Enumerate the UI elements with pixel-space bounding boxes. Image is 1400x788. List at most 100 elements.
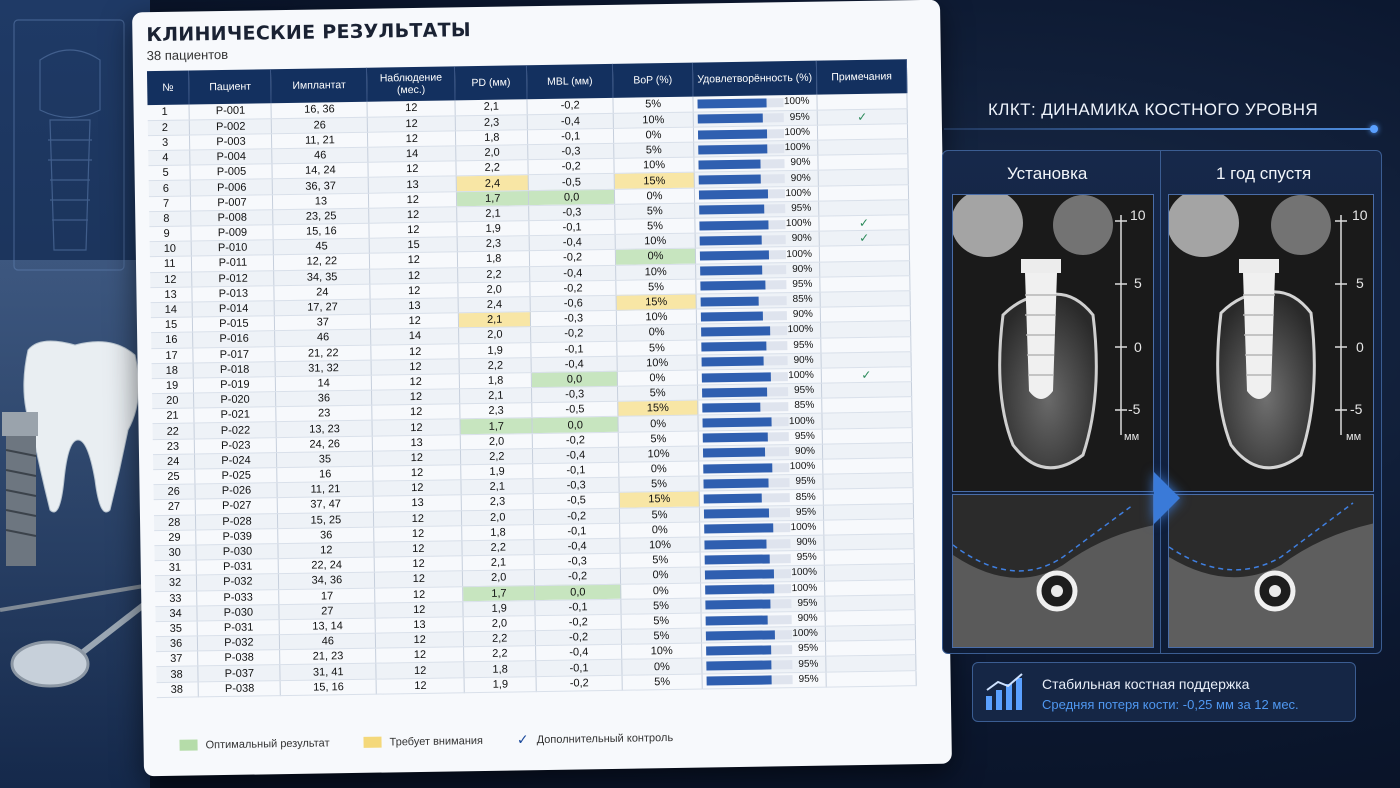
note-cell [820, 351, 912, 368]
note-cell [822, 457, 913, 475]
satisfaction-value: 100% [790, 521, 817, 534]
implant-position: 13, 23 [276, 420, 373, 438]
satisfaction-bar [704, 553, 791, 565]
mbl-value: -0,2 [536, 674, 623, 692]
satisfaction-value: 85% [794, 400, 815, 412]
patient-id: P-022 [194, 422, 277, 439]
satisfaction-bar-fill [704, 569, 774, 580]
pd-value: 1,8 [459, 372, 532, 389]
satisfaction-value: 95% [793, 384, 815, 397]
mbl-value: -0,4 [529, 234, 616, 252]
pd-value: 2,2 [457, 266, 531, 283]
mbl-value: 0,0 [531, 371, 618, 388]
implant-position: 46 [279, 633, 376, 650]
satisfaction-bar [702, 402, 789, 413]
row-number: 9 [149, 225, 192, 242]
note-cell [823, 518, 914, 536]
row-number: 33 [155, 590, 198, 607]
follow-up-months: 12 [373, 464, 462, 482]
satisfaction-value: 100% [789, 460, 816, 473]
satisfaction-value: 90% [790, 157, 811, 169]
satisfaction-bar-fill [698, 159, 761, 170]
mbl-value: -0,2 [534, 568, 621, 586]
row-number: 19 [151, 377, 195, 394]
satisfaction-bar [701, 326, 788, 337]
legend-extra-control: ✓ Дополнительный контроль [517, 729, 673, 748]
bop-value: 0% [615, 248, 696, 265]
note-cell [822, 472, 914, 490]
satisfaction-bar-fill [703, 478, 769, 489]
satisfaction-cell: 100% [700, 580, 825, 598]
satisfaction-bar [706, 660, 793, 671]
bar-chart-growth-icon [986, 673, 1023, 710]
pd-value: 2,3 [460, 402, 533, 420]
satisfaction-bar [702, 432, 789, 443]
satisfaction-cell: 90% [693, 155, 819, 173]
mbl-value: -0,5 [528, 173, 615, 191]
pd-value: 2,1 [458, 311, 531, 329]
note-cell [816, 93, 908, 110]
bop-value: 5% [615, 278, 697, 296]
follow-up-months: 12 [375, 631, 464, 649]
pd-value: 2,1 [456, 205, 530, 222]
mbl-value: -0,1 [529, 219, 616, 236]
patient-id: P-014 [192, 300, 275, 318]
implant-position: 36 [275, 390, 373, 407]
note-cell [820, 336, 911, 353]
satisfaction-bar-fill [701, 371, 771, 383]
satisfaction-value: 85% [792, 293, 813, 306]
bop-value: 10% [616, 309, 697, 326]
checkmark-icon: ✓ [819, 229, 910, 247]
axial-scan-image [1169, 495, 1373, 647]
mbl-value: -0,3 [528, 204, 615, 221]
pd-value: 1,9 [459, 342, 532, 359]
satisfaction-bar [698, 189, 786, 200]
satisfaction-cell: 100% [696, 322, 821, 340]
bop-value: 5% [614, 202, 695, 220]
bop-value: 5% [621, 612, 702, 630]
satisfaction-cell: 95% [698, 428, 823, 446]
row-number: 24 [152, 453, 196, 470]
satisfaction-bar-fill [702, 417, 772, 428]
satisfaction-cell: 85% [696, 292, 821, 310]
satisfaction-bar [701, 356, 788, 367]
patient-id: P-039 [196, 528, 279, 545]
patient-id: P-012 [192, 270, 275, 287]
bop-value: 15% [617, 400, 698, 417]
follow-up-months: 12 [373, 479, 462, 497]
satisfaction-value: 90% [791, 233, 812, 245]
satisfaction-value: 95% [798, 643, 819, 655]
implant-position: 37, 47 [277, 496, 374, 514]
satisfaction-bar-fill [700, 296, 760, 307]
implant-position: 23, 25 [273, 208, 370, 225]
patient-id: P-038 [198, 680, 281, 697]
pd-value: 1,9 [463, 600, 536, 617]
bop-value: 10% [615, 263, 696, 281]
row-number: 14 [150, 301, 193, 318]
note-cell [825, 624, 916, 642]
legend-optimal-label: Оптимальный результат [205, 736, 330, 751]
pd-value: 2,0 [458, 326, 531, 344]
bop-value: 5% [620, 597, 702, 615]
row-number: 22 [152, 423, 195, 440]
mbl-value: -0,4 [527, 113, 614, 130]
implant-position: 13, 14 [279, 618, 376, 635]
pd-value: 2,2 [463, 630, 536, 648]
row-number: 11 [149, 256, 193, 273]
follow-up-months: 13 [372, 434, 461, 451]
mbl-value: 0,0 [528, 188, 615, 206]
satisfaction-cell: 90% [698, 443, 823, 462]
bop-value: 0% [618, 461, 699, 478]
satisfaction-bar-fill [701, 341, 767, 352]
column-header: Пациент [188, 69, 272, 105]
legend-optimal: Оптимальный результат [179, 736, 330, 751]
implant-position: 11, 21 [271, 132, 369, 149]
satisfaction-bar [697, 98, 784, 109]
follow-up-months: 14 [368, 145, 457, 163]
satisfaction-cell: 90% [701, 610, 826, 629]
scale-tick-5: 5 [1356, 275, 1364, 291]
follow-up-months: 12 [375, 601, 464, 619]
pd-value: 2,4 [458, 296, 531, 313]
satisfaction-bar [698, 143, 785, 155]
note-cell [820, 290, 911, 308]
